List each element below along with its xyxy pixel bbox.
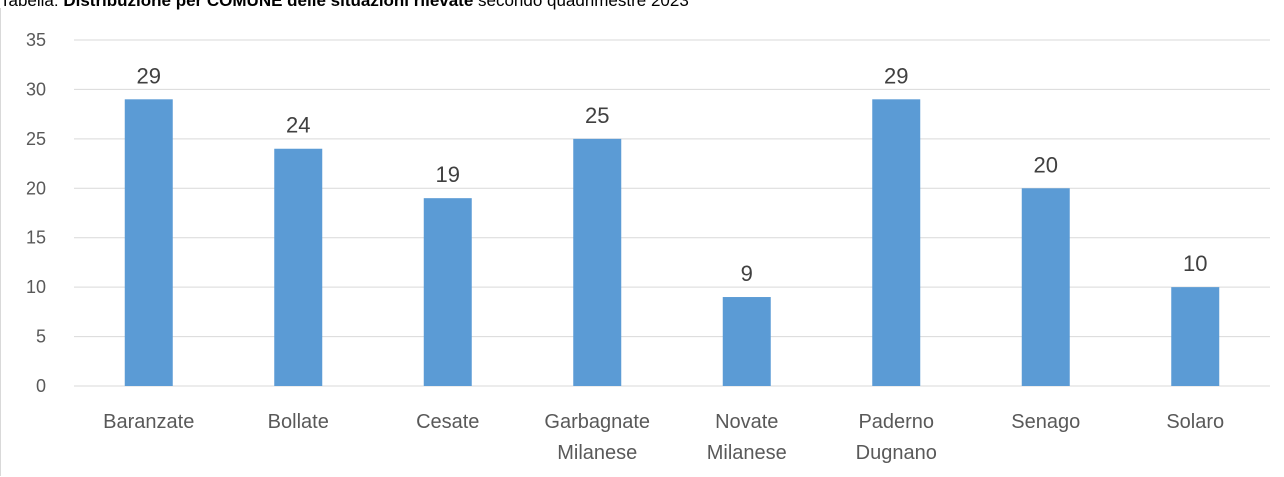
bar-3 xyxy=(573,138,622,386)
x-tick-label-5-line-0: Paderno xyxy=(858,411,934,433)
y-tick-label-15: 15 xyxy=(26,228,46,248)
data-label-7: 10 xyxy=(1183,251,1207,276)
x-tick-label-4-line-1: Milanese xyxy=(707,442,787,464)
y-tick-label-5: 5 xyxy=(36,327,46,347)
data-label-3: 25 xyxy=(585,103,609,128)
bar-0 xyxy=(124,99,173,387)
x-tick-label-1: Bollate xyxy=(268,411,329,433)
x-tick-label-6: Senago xyxy=(1011,411,1080,433)
x-tick-label-4-line-0: Novate xyxy=(715,411,778,433)
caption-suffix: secondo quadrimestre 2023 xyxy=(473,0,689,10)
bar-4 xyxy=(722,297,771,386)
x-tick-label-2: Cesate xyxy=(416,411,479,433)
y-tick-label-30: 30 xyxy=(26,79,46,99)
bar-2 xyxy=(423,198,472,386)
data-label-4: 9 xyxy=(741,261,753,286)
x-tick-label-0: Baranzate xyxy=(103,411,194,433)
chart-caption: Tabella: Distribuzione per COMUNE delle … xyxy=(0,0,689,11)
data-label-1: 24 xyxy=(286,113,310,138)
x-tick-label-3-line-1: Milanese xyxy=(557,442,637,464)
data-label-2: 19 xyxy=(436,162,460,187)
y-tick-label-25: 25 xyxy=(26,129,46,149)
caption-prefix: Tabella: xyxy=(0,0,64,10)
data-label-0: 29 xyxy=(137,63,161,88)
bar-7 xyxy=(1171,287,1220,386)
x-tick-label-5-line-1: Dugnano xyxy=(856,442,937,464)
bar-5 xyxy=(872,99,921,387)
y-tick-label-20: 20 xyxy=(26,178,46,198)
data-label-6: 20 xyxy=(1034,152,1058,177)
data-label-5: 29 xyxy=(884,63,908,88)
caption-bold: Distribuzione per COMUNE delle situazion… xyxy=(63,0,474,10)
y-tick-label-10: 10 xyxy=(26,277,46,297)
y-tick-label-0: 0 xyxy=(36,376,46,396)
bar-1 xyxy=(274,148,323,386)
x-tick-label-3-line-0: Garbagnate xyxy=(544,411,650,433)
bar-6 xyxy=(1021,188,1070,386)
x-tick-label-7: Solaro xyxy=(1166,411,1224,433)
y-tick-label-35: 35 xyxy=(26,30,46,50)
chart-frame xyxy=(0,8,1283,476)
